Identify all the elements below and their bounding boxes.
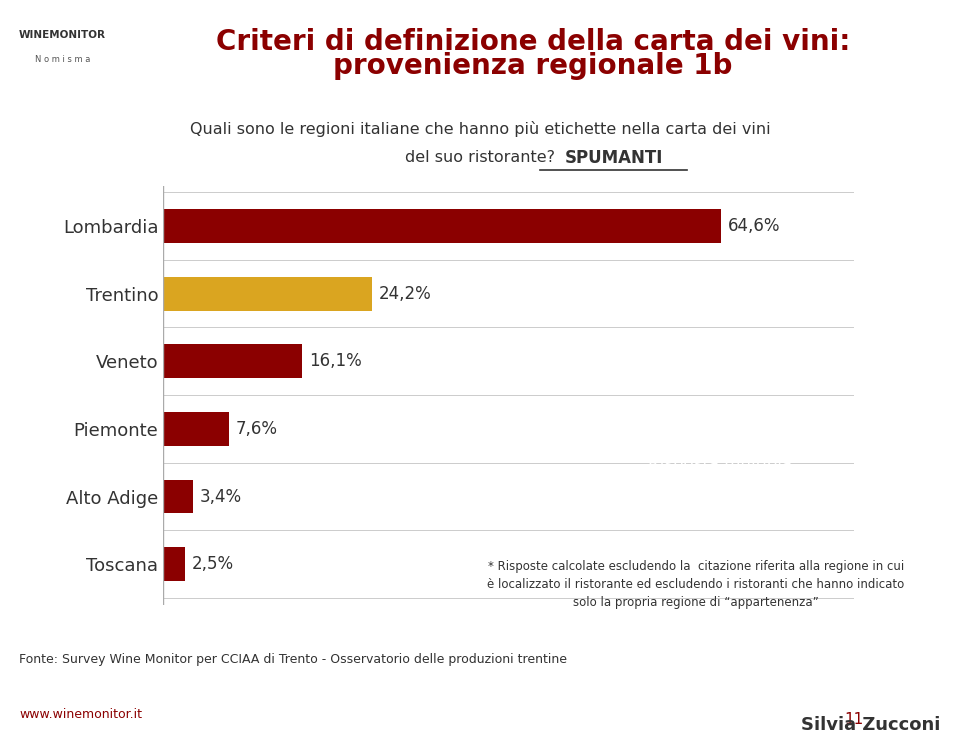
Text: SPUMANTI: SPUMANTI (564, 148, 662, 167)
Text: 64,6%: 64,6% (729, 217, 780, 235)
Bar (163, 548, 184, 581)
Text: 7,6%: 7,6% (236, 420, 277, 438)
Text: 24,2%: 24,2% (379, 285, 432, 303)
Text: 2,5%: 2,5% (192, 555, 234, 573)
Text: Criteri di definizione della carta dei vini:: Criteri di definizione della carta dei v… (216, 27, 850, 56)
Text: 3,4%: 3,4% (200, 487, 242, 505)
Text: www.winemonitor.it: www.winemonitor.it (19, 708, 142, 721)
Text: 16,1%: 16,1% (309, 352, 362, 370)
Bar (163, 277, 372, 311)
Text: Risposta multipla
3 CITAZIONI: Risposta multipla 3 CITAZIONI (648, 456, 792, 498)
Text: WINEMONITOR: WINEMONITOR (19, 30, 106, 40)
Text: provenienza regionale 1b: provenienza regionale 1b (333, 52, 732, 79)
Bar (163, 412, 228, 446)
Text: 11: 11 (845, 712, 864, 727)
Text: * Risposte calcolate escludendo la  citazione riferita alla regione in cui
è loc: * Risposte calcolate escludendo la citaz… (488, 559, 904, 609)
Bar (163, 344, 302, 378)
Text: Fonte: Survey Wine Monitor per CCIAA di Trento - Osservatorio delle produzioni t: Fonte: Survey Wine Monitor per CCIAA di … (19, 653, 567, 666)
Bar (163, 479, 193, 513)
Text: N o m i s m a: N o m i s m a (35, 55, 90, 64)
Text: Silvia Zucconi: Silvia Zucconi (802, 715, 941, 734)
Text: del suo ristorante?: del suo ristorante? (405, 150, 555, 165)
Bar (163, 209, 721, 243)
Text: Quali sono le regioni italiane che hanno più etichette nella carta dei vini: Quali sono le regioni italiane che hanno… (190, 121, 770, 137)
